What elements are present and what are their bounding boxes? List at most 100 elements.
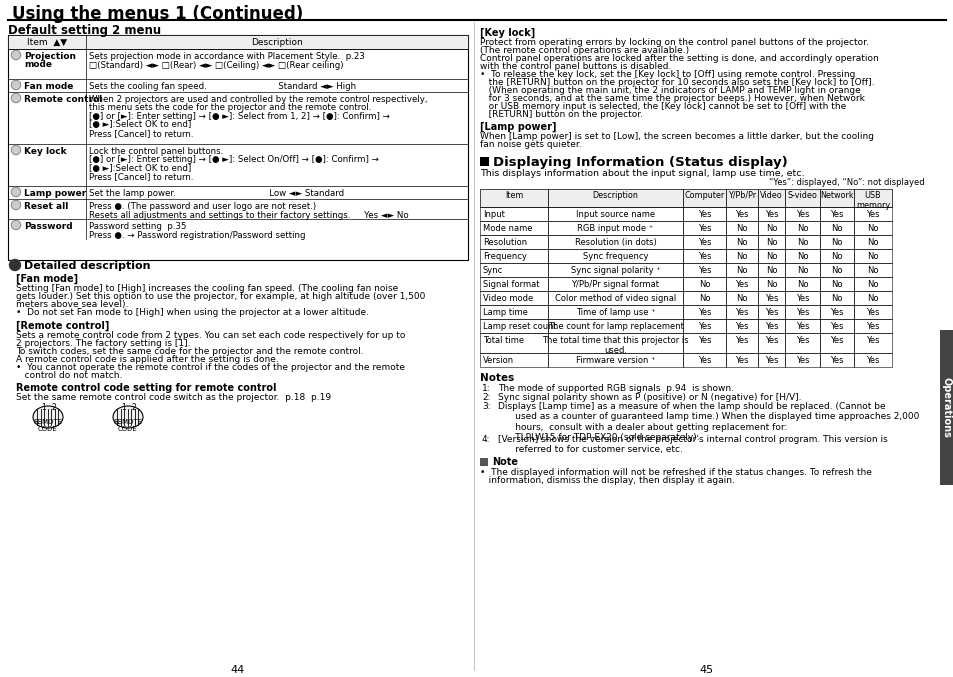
Bar bbox=[784, 189, 820, 207]
Text: Mode name: Mode name bbox=[482, 224, 532, 233]
Text: Sets projection mode in accordance with Placement Style.  p.23: Sets projection mode in accordance with … bbox=[89, 52, 364, 61]
Text: •  The displayed information will not be refreshed if the status changes. To ref: • The displayed information will not be … bbox=[479, 468, 871, 477]
Bar bbox=[853, 291, 891, 305]
Text: (The remote control operations are available.): (The remote control operations are avail… bbox=[479, 46, 688, 55]
Text: The mode of supported RGB signals  p.94  is shown.: The mode of supported RGB signals p.94 i… bbox=[497, 384, 733, 393]
Bar bbox=[820, 333, 853, 353]
Text: 2: 2 bbox=[52, 403, 56, 412]
Bar bbox=[725, 277, 758, 291]
Bar bbox=[853, 353, 891, 367]
Bar bbox=[725, 221, 758, 235]
Bar bbox=[547, 221, 682, 235]
Bar bbox=[853, 221, 891, 235]
Bar bbox=[479, 207, 547, 221]
Text: Press ●. → Password registration/Password setting: Press ●. → Password registration/Passwor… bbox=[89, 230, 305, 240]
Text: Remote control: Remote control bbox=[24, 95, 102, 104]
Bar bbox=[853, 277, 891, 291]
Circle shape bbox=[12, 202, 19, 209]
Bar bbox=[682, 207, 725, 221]
Bar bbox=[853, 207, 891, 221]
Bar bbox=[479, 458, 488, 466]
Text: 2:: 2: bbox=[481, 393, 490, 402]
Text: Yes: Yes bbox=[764, 356, 778, 365]
Circle shape bbox=[11, 200, 20, 209]
Text: Lamp time: Lamp time bbox=[482, 308, 527, 317]
Bar bbox=[853, 319, 891, 333]
Text: Yes: Yes bbox=[795, 294, 808, 303]
Text: Control panel operations are locked after the setting is done, and accordingly o: Control panel operations are locked afte… bbox=[479, 54, 878, 63]
Text: No: No bbox=[866, 280, 878, 289]
Text: No: No bbox=[796, 252, 807, 261]
Text: Set the lamp power.                                  Low ◄► Standard: Set the lamp power. Low ◄► Standard bbox=[89, 189, 344, 198]
Text: Video: Video bbox=[760, 191, 782, 200]
Text: Yes: Yes bbox=[865, 322, 879, 331]
Text: Sets a remote control code from 2 types. You can set each code respectively for : Sets a remote control code from 2 types.… bbox=[16, 331, 405, 340]
Bar bbox=[853, 189, 891, 207]
Bar bbox=[784, 319, 820, 333]
Text: •  Do not set Fan mode to [High] when using the projector at a lower altitude.: • Do not set Fan mode to [High] when usi… bbox=[16, 308, 369, 317]
Bar bbox=[820, 221, 853, 235]
Text: □(Standard) ◄► □(Rear) ◄► □(Ceiling) ◄► □(Rear ceiling): □(Standard) ◄► □(Rear) ◄► □(Ceiling) ◄► … bbox=[89, 60, 343, 70]
Text: Signal format: Signal format bbox=[482, 280, 539, 289]
Text: No: No bbox=[736, 266, 747, 275]
Text: Yes: Yes bbox=[735, 336, 748, 345]
Bar bbox=[725, 207, 758, 221]
Bar bbox=[682, 277, 725, 291]
Text: Yes: Yes bbox=[697, 322, 711, 331]
Text: •  You cannot operate the remote control if the codes of the projector and the r: • You cannot operate the remote control … bbox=[16, 363, 405, 372]
Text: Yes: Yes bbox=[697, 252, 711, 261]
Bar bbox=[725, 263, 758, 277]
Text: USB
memory: USB memory bbox=[855, 191, 889, 211]
Text: Network: Network bbox=[820, 191, 853, 200]
Text: No: No bbox=[765, 280, 777, 289]
Bar bbox=[479, 353, 547, 367]
Text: [●] or [►]: Enter setting] → [● ►]: Select from 1, 2] → [●]: Confirm] →: [●] or [►]: Enter setting] → [● ►]: Sele… bbox=[89, 112, 390, 121]
Bar bbox=[758, 235, 784, 249]
Text: No: No bbox=[796, 280, 807, 289]
Text: Total time: Total time bbox=[482, 336, 523, 345]
Text: No: No bbox=[866, 294, 878, 303]
Text: Input: Input bbox=[482, 210, 504, 219]
Text: No: No bbox=[765, 238, 777, 247]
Bar bbox=[682, 353, 725, 367]
Text: No: No bbox=[765, 252, 777, 261]
Bar bbox=[682, 333, 725, 353]
Text: The total time that this projector is
used.: The total time that this projector is us… bbox=[541, 336, 688, 355]
Text: Notes: Notes bbox=[479, 373, 514, 383]
Circle shape bbox=[11, 221, 20, 230]
Text: Yes: Yes bbox=[764, 322, 778, 331]
Text: Yes: Yes bbox=[697, 308, 711, 317]
Bar bbox=[820, 291, 853, 305]
Bar bbox=[547, 235, 682, 249]
Circle shape bbox=[11, 146, 20, 154]
Bar bbox=[547, 333, 682, 353]
Bar bbox=[725, 189, 758, 207]
Text: To switch codes, set the same code for the projector and the remote control.: To switch codes, set the same code for t… bbox=[16, 347, 363, 356]
Text: Yes: Yes bbox=[764, 308, 778, 317]
Bar bbox=[853, 333, 891, 353]
Bar bbox=[547, 189, 682, 207]
Circle shape bbox=[12, 221, 19, 229]
Text: Key lock: Key lock bbox=[24, 147, 67, 156]
Text: No: No bbox=[765, 266, 777, 275]
Text: 44: 44 bbox=[231, 665, 245, 675]
Bar bbox=[725, 235, 758, 249]
Text: this menu sets the code for the projector and the remote control.: this menu sets the code for the projecto… bbox=[89, 104, 371, 112]
Circle shape bbox=[11, 188, 20, 196]
Text: 1:: 1: bbox=[481, 384, 490, 393]
Text: [Lamp power]: [Lamp power] bbox=[479, 122, 556, 132]
Text: Default setting 2 menu: Default setting 2 menu bbox=[8, 24, 161, 37]
Bar bbox=[758, 333, 784, 353]
Bar bbox=[682, 291, 725, 305]
Bar bbox=[758, 277, 784, 291]
Text: Yes: Yes bbox=[829, 356, 842, 365]
Circle shape bbox=[11, 51, 20, 60]
Text: Resolution (in dots): Resolution (in dots) bbox=[574, 238, 656, 247]
Circle shape bbox=[12, 95, 19, 102]
Text: Displaying Information (Status display): Displaying Information (Status display) bbox=[493, 156, 787, 169]
Text: 2 projectors. The factory setting is [1].: 2 projectors. The factory setting is [1]… bbox=[16, 339, 191, 348]
Text: Yes: Yes bbox=[697, 238, 711, 247]
Text: REMOTE
CODE: REMOTE CODE bbox=[33, 419, 63, 432]
Bar bbox=[853, 305, 891, 319]
Text: Yes: Yes bbox=[697, 210, 711, 219]
